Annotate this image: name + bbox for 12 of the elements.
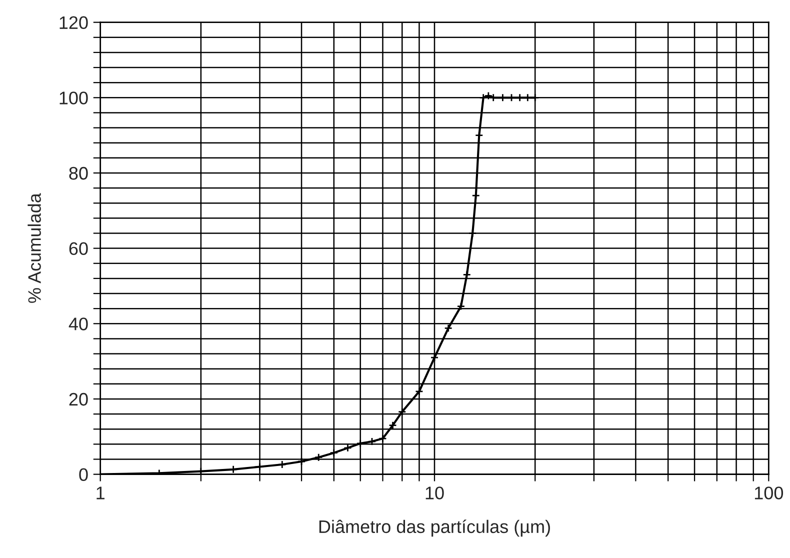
y-axis-title: % Acumulada [28, 193, 41, 303]
y-tick-label: 100 [60, 92, 88, 104]
y-tick-label: 0 [79, 468, 88, 482]
x-axis-title: Diâmetro das partículas (µm) [319, 520, 550, 537]
y-tick-label: 40 [68, 318, 88, 330]
y-tick-label: 20 [69, 392, 88, 406]
y-tick-label: 120 [60, 16, 88, 30]
x-tick-label: 1 [96, 486, 104, 500]
x-tick-label: 10 [426, 486, 444, 500]
y-tick-label: 80 [69, 166, 88, 180]
y-tick-label: 60 [69, 242, 88, 256]
x-tick-label: 100 [754, 486, 784, 500]
